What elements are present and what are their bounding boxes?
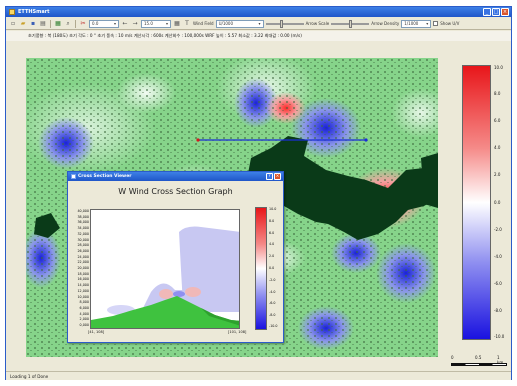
scale-bar: 0 0.5 1 km — [451, 354, 507, 368]
scale-bar-graphic — [451, 363, 507, 366]
wind-field-combo[interactable]: U/1000 ▾ — [215, 19, 264, 28]
value-combo-1[interactable]: 0.0 ▾ — [89, 19, 119, 28]
select-icon[interactable]: ▦ — [55, 20, 61, 27]
dialog-close-button[interactable]: × — [274, 173, 281, 180]
window-controls: _ □ × — [483, 8, 509, 16]
show-uv-label: Show U/V — [440, 21, 460, 26]
dialog-colorbar — [255, 207, 267, 330]
chevron-down-icon: ▾ — [426, 20, 429, 26]
open-icon[interactable]: ▰ — [20, 20, 26, 27]
slider-thumb[interactable] — [349, 19, 353, 28]
help-button[interactable]: ? — [266, 173, 273, 180]
cut-icon[interactable]: ✂ — [80, 20, 86, 27]
simulation-info-bar: 초기풍향 : 북 (180도) 초기 각도 : 0 ° 초기 풍속 : 10 m… — [6, 31, 511, 41]
dialog-controls: ? × — [266, 173, 281, 180]
cross-section-canvas — [91, 226, 239, 328]
cross-section-dialog: Cross Section Viewer ? × W Wind Cross Se… — [67, 171, 284, 343]
show-uv-checkbox[interactable] — [433, 21, 439, 26]
chevron-down-icon: ▾ — [165, 20, 168, 26]
map-colorbar-labels: 10.0 8.0 6.0 4.0 2.0 0.0 -2.0 -4.0 -6.0 … — [494, 65, 505, 339]
toolbar: ▫ ▰ ▪ ▤ ▦ ⌕ ✂ 0.0 ▾ ← → 15.0 ▾ ▦ T Wind Fi… — [6, 18, 511, 30]
dialog-icon — [71, 174, 76, 179]
status-bar: Loading 1 of Done — [6, 371, 511, 380]
arrow-left-icon[interactable]: ← — [122, 20, 128, 27]
close-button[interactable]: × — [501, 8, 509, 16]
graph-title: W Wind Cross Section Graph — [118, 187, 233, 196]
arrow-density-label: Arrow Density — [371, 21, 400, 26]
new-icon[interactable]: ▫ — [10, 20, 16, 27]
maximize-button[interactable]: □ — [492, 8, 500, 16]
text-icon[interactable]: T — [185, 20, 189, 27]
wind-field-label: Wind Field — [193, 21, 214, 26]
zoom-icon[interactable]: ⌕ — [66, 19, 70, 27]
grid-icon[interactable]: ▦ — [174, 20, 180, 27]
app-icon — [9, 9, 15, 15]
cross-section-plot[interactable] — [90, 209, 240, 329]
window-title: ETTHSmart — [18, 9, 50, 15]
title-bar: ETTHSmart _ □ × — [6, 7, 511, 17]
minimize-button[interactable]: _ — [483, 8, 491, 16]
density-combo[interactable]: 1/1000 ▾ — [401, 19, 432, 28]
x-tick-end: [101, 108] — [228, 330, 247, 334]
dialog-title-bar[interactable]: Cross Section Viewer ? × — [68, 172, 283, 181]
arrow-density-slider[interactable] — [331, 19, 370, 28]
value-combo-2[interactable]: 15.0 ▾ — [141, 19, 171, 28]
dialog-colorbar-labels: 10.0 8.0 6.0 4.0 2.0 0.0 -2.0 -4.0 -6.0 … — [269, 207, 278, 328]
arrow-scale-slider[interactable] — [265, 19, 304, 28]
map-colorbar — [462, 65, 491, 340]
save-icon[interactable]: ▪ — [30, 20, 36, 27]
slider-thumb[interactable] — [279, 19, 283, 28]
arrow-right-icon[interactable]: → — [132, 20, 138, 27]
graph-y-axis: 40,000 38,000 36,000 34,000 32,000 30,00… — [77, 209, 89, 327]
chevron-down-icon: ▾ — [113, 20, 116, 26]
chevron-down-icon: ▾ — [258, 20, 261, 26]
print-icon[interactable]: ▤ — [40, 20, 46, 27]
arrow-scale-label: Arrow Scale — [305, 21, 330, 26]
dialog-title: Cross Section Viewer — [78, 174, 132, 179]
x-tick-start: [41, 108] — [88, 330, 105, 334]
